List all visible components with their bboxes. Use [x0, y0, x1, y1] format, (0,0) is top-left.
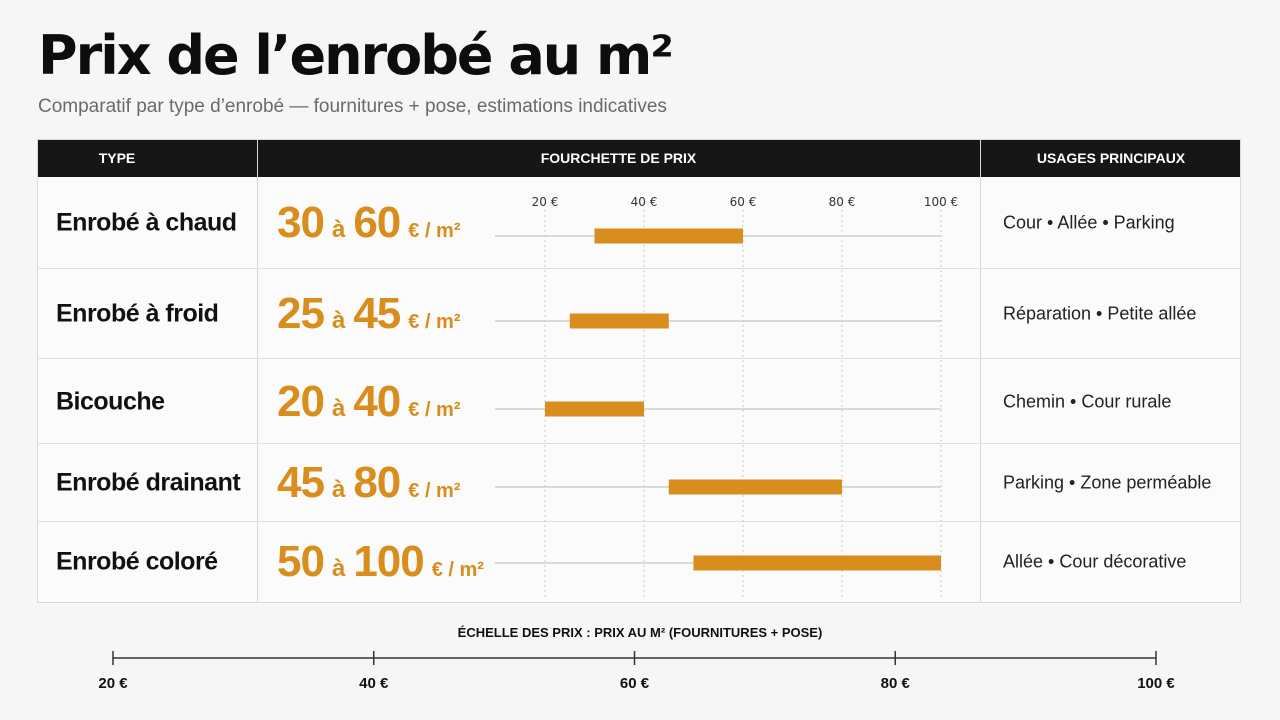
price-min: 50: [277, 537, 325, 586]
scale-tick-label: 20 €: [98, 675, 128, 692]
type-label: Enrobé coloré: [56, 547, 218, 576]
type-label: Enrobé à froid: [56, 299, 219, 328]
row-divider: [38, 268, 1240, 269]
table-header: TYPE FOURCHETTE DE PRIX USAGES PRINCIPAU…: [38, 140, 1240, 177]
row-divider: [38, 521, 1240, 522]
range-bar: [594, 228, 743, 244]
price-max: 40: [353, 376, 401, 426]
scale-tick-label: 80 €: [881, 675, 911, 692]
price-separator: à: [331, 394, 346, 422]
price-table: TYPE FOURCHETTE DE PRIX USAGES PRINCIPAU…: [37, 139, 1241, 603]
table-row: Enrobé coloré 50 à 100 € / m² Allée • Cour …: [38, 522, 1240, 602]
price-separator: à: [331, 555, 346, 582]
usages-text: Cour • Allée • Parking: [1003, 212, 1175, 233]
range-bar: [545, 401, 644, 417]
type-label: Enrobé drainant: [56, 468, 241, 497]
price-min: 45: [277, 458, 325, 507]
type-label: Bicouche: [56, 387, 165, 415]
column-divider: [980, 140, 981, 602]
range-bar: [693, 555, 941, 571]
table-row: Enrobé drainant 45 à 80 € / m² Parking • Zo…: [38, 444, 1240, 522]
price-unit: € / m²: [408, 311, 461, 333]
table-row: Enrobé à chaud 30 à 60 € / m² Cour • Allée …: [38, 177, 1240, 269]
page-subtitle: Comparatif par type d’enrobé — fournitur…: [38, 96, 667, 117]
price-range: 50 à 100 € / m²: [277, 537, 484, 587]
tick-label: 100 €: [924, 195, 958, 209]
page-title: Prix de l’enrobé au m²: [38, 24, 674, 87]
type-label: Enrobé à chaud: [56, 208, 237, 237]
price-separator: à: [331, 216, 346, 243]
price-max: 45: [353, 289, 401, 338]
price-max: 60: [353, 198, 401, 247]
price-max: 80: [353, 458, 401, 507]
table-row: Bicouche 20 à 40 € / m² Chemin • Cour rural…: [38, 359, 1240, 444]
usages-text: Réparation • Petite allée: [1003, 303, 1197, 324]
row-divider: [38, 358, 1240, 359]
price-min: 25: [277, 289, 325, 338]
range-bar: [668, 479, 842, 495]
tick-label: 80 €: [829, 195, 856, 209]
price-range: 45 à 80 € / m²: [277, 458, 461, 508]
scale-tick-label: 100 €: [1137, 675, 1175, 692]
price-min: 20: [277, 376, 325, 426]
header-range: FOURCHETTE DE PRIX: [540, 150, 697, 166]
tick-label: 20 €: [532, 195, 559, 209]
table-row: Enrobé à froid 25 à 45 € / m² Réparation • …: [38, 269, 1240, 359]
price-separator: à: [331, 307, 346, 334]
price-max: 100: [353, 537, 424, 586]
scale-tick-label: 60 €: [620, 675, 650, 692]
row-divider: [38, 443, 1240, 444]
price-unit: € / m²: [408, 480, 461, 502]
price-unit: € / m²: [431, 559, 484, 581]
price-separator: à: [331, 476, 346, 503]
usages-text: Allée • Cour décorative: [1003, 551, 1187, 572]
column-divider: [257, 140, 258, 602]
tick-label: 40 €: [631, 195, 658, 209]
price-unit: € / m²: [408, 220, 461, 242]
header-uses: USAGES PRINCIPAUX: [1036, 150, 1186, 166]
tick-label: 60 €: [730, 195, 757, 209]
price-range: 20 à 40 € / m²: [277, 377, 461, 427]
usages-text: Parking • Zone perméable: [1003, 472, 1212, 493]
range-bar: [569, 313, 669, 329]
header-type: TYPE: [98, 150, 136, 166]
scale-tick-label: 40 €: [359, 675, 389, 692]
price-range: 30 à 60 € / m²: [277, 198, 461, 248]
scale-title: ÉCHELLE DES PRIX : PRIX AU M² (FOURNITUR…: [457, 625, 823, 640]
usages-text: Chemin • Cour rurale: [1003, 391, 1172, 411]
price-range: 25 à 45 € / m²: [277, 289, 461, 339]
price-unit: € / m²: [408, 398, 461, 421]
price-min: 30: [277, 198, 325, 247]
